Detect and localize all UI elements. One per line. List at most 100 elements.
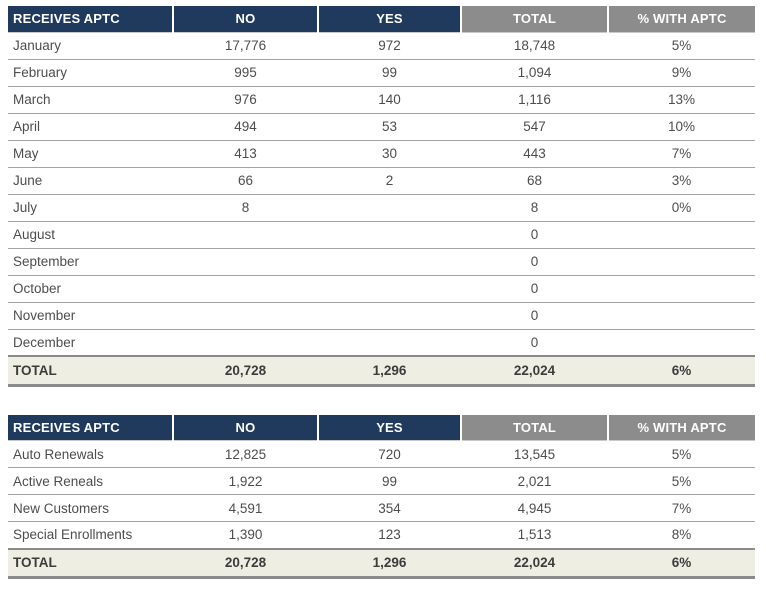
cell-pct: 13% xyxy=(608,86,755,114)
cell-pct: 7% xyxy=(608,140,755,168)
table-row: February 995 99 1,094 9% xyxy=(8,59,755,87)
cell-yes xyxy=(318,194,461,222)
table-row: November 0 xyxy=(8,302,755,330)
cell-yes: 53 xyxy=(318,113,461,141)
cell-no xyxy=(173,248,318,276)
cell-total: 8 xyxy=(461,194,608,222)
cell-total: 0 xyxy=(461,221,608,249)
row-label: November xyxy=(8,302,173,330)
cell-total: 4,945 xyxy=(461,494,608,522)
cell-total: 443 xyxy=(461,140,608,168)
cell-pct: 6% xyxy=(608,355,755,387)
cell-pct xyxy=(608,221,755,249)
cell-no xyxy=(173,302,318,330)
row-label: TOTAL xyxy=(8,547,173,579)
cell-no: 20,728 xyxy=(173,355,318,387)
cell-yes xyxy=(318,248,461,276)
row-label: July xyxy=(8,194,173,222)
row-label: Auto Renewals xyxy=(8,440,173,468)
cell-total: 547 xyxy=(461,113,608,141)
cell-total: 13,545 xyxy=(461,440,608,468)
table-row: September 0 xyxy=(8,248,755,276)
cell-no: 1,922 xyxy=(173,467,318,495)
cell-total: 1,513 xyxy=(461,521,608,549)
table-row: January 17,776 972 18,748 5% xyxy=(8,32,755,60)
cell-yes xyxy=(318,329,461,357)
cell-yes: 354 xyxy=(318,494,461,522)
cell-total: 1,094 xyxy=(461,59,608,87)
column-header-total: TOTAL xyxy=(461,414,609,441)
table-row: April 494 53 547 10% xyxy=(8,113,755,141)
cell-pct: 8% xyxy=(608,521,755,549)
row-label: January xyxy=(8,32,173,60)
cell-no xyxy=(173,221,318,249)
row-label: May xyxy=(8,140,173,168)
row-label: September xyxy=(8,248,173,276)
table-row: New Customers 4,591 354 4,945 7% xyxy=(8,494,755,522)
cell-no: 995 xyxy=(173,59,318,87)
cell-no: 12,825 xyxy=(173,440,318,468)
cell-yes: 1,296 xyxy=(318,547,461,579)
cell-total: 0 xyxy=(461,275,608,303)
cell-yes xyxy=(318,221,461,249)
column-header-total: TOTAL xyxy=(461,6,609,33)
row-label: April xyxy=(8,113,173,141)
column-header-no: NO xyxy=(173,6,319,33)
total-row: TOTAL 20,728 1,296 22,024 6% xyxy=(8,547,755,579)
column-header-receives-aptc: RECEIVES APTC xyxy=(8,414,174,441)
channel-aptc-table: RECEIVES APTC NO YES TOTAL % WITH APTC A… xyxy=(8,414,755,579)
cell-total: 68 xyxy=(461,167,608,195)
cell-no: 1,390 xyxy=(173,521,318,549)
table-row: October 0 xyxy=(8,275,755,303)
cell-yes: 99 xyxy=(318,59,461,87)
cell-yes: 1,296 xyxy=(318,355,461,387)
cell-total: 0 xyxy=(461,329,608,357)
header-row: RECEIVES APTC NO YES TOTAL % WITH APTC xyxy=(8,6,755,33)
cell-pct xyxy=(608,329,755,357)
cell-pct xyxy=(608,275,755,303)
row-label: December xyxy=(8,329,173,357)
cell-pct xyxy=(608,248,755,276)
cell-yes: 123 xyxy=(318,521,461,549)
cell-pct: 5% xyxy=(608,32,755,60)
cell-no: 494 xyxy=(173,113,318,141)
row-label: New Customers xyxy=(8,494,173,522)
table-gap xyxy=(8,387,766,415)
cell-no: 8 xyxy=(173,194,318,222)
cell-total: 22,024 xyxy=(461,355,608,387)
header-row: RECEIVES APTC NO YES TOTAL % WITH APTC xyxy=(8,414,755,441)
cell-no xyxy=(173,329,318,357)
column-header-pct-with-aptc: % WITH APTC xyxy=(608,414,755,441)
cell-yes xyxy=(318,275,461,303)
table-row: August 0 xyxy=(8,221,755,249)
table-row: Auto Renewals 12,825 720 13,545 5% xyxy=(8,440,755,468)
cell-no xyxy=(173,275,318,303)
cell-pct: 7% xyxy=(608,494,755,522)
row-label: October xyxy=(8,275,173,303)
table-row: Special Enrollments 1,390 123 1,513 8% xyxy=(8,521,755,549)
cell-pct: 3% xyxy=(608,167,755,195)
cell-pct: 9% xyxy=(608,59,755,87)
table-row: July 8 8 0% xyxy=(8,194,755,222)
cell-yes: 30 xyxy=(318,140,461,168)
table-row: Active Reneals 1,922 99 2,021 5% xyxy=(8,467,755,495)
row-label: March xyxy=(8,86,173,114)
cell-no: 413 xyxy=(173,140,318,168)
column-header-yes: YES xyxy=(318,6,462,33)
cell-yes: 99 xyxy=(318,467,461,495)
column-header-pct-with-aptc: % WITH APTC xyxy=(608,6,755,33)
total-row: TOTAL 20,728 1,296 22,024 6% xyxy=(8,355,755,387)
row-label: February xyxy=(8,59,173,87)
cell-yes xyxy=(318,302,461,330)
table-row: June 66 2 68 3% xyxy=(8,167,755,195)
row-label: June xyxy=(8,167,173,195)
column-header-receives-aptc: RECEIVES APTC xyxy=(8,6,174,33)
monthly-aptc-table: RECEIVES APTC NO YES TOTAL % WITH APTC J… xyxy=(8,6,755,387)
column-header-no: NO xyxy=(173,414,319,441)
table-row: December 0 xyxy=(8,329,755,357)
table-row: March 976 140 1,116 13% xyxy=(8,86,755,114)
row-label: TOTAL xyxy=(8,355,173,387)
row-label: Active Reneals xyxy=(8,467,173,495)
channel-table-body: Auto Renewals 12,825 720 13,545 5% Active Ren… xyxy=(8,440,755,579)
